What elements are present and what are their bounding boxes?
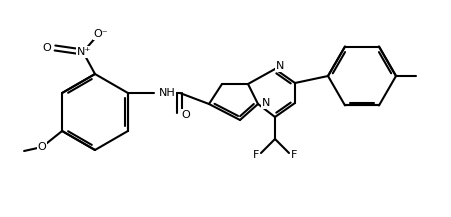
Text: F: F — [252, 150, 258, 160]
Text: F: F — [290, 150, 296, 160]
Text: N⁺: N⁺ — [77, 47, 91, 57]
Text: O⁻: O⁻ — [93, 29, 108, 39]
Text: O: O — [181, 110, 190, 120]
Text: NH: NH — [159, 88, 175, 98]
Text: N: N — [276, 61, 284, 71]
Text: O: O — [42, 43, 51, 53]
Text: N: N — [262, 98, 270, 108]
Text: O: O — [37, 142, 46, 152]
